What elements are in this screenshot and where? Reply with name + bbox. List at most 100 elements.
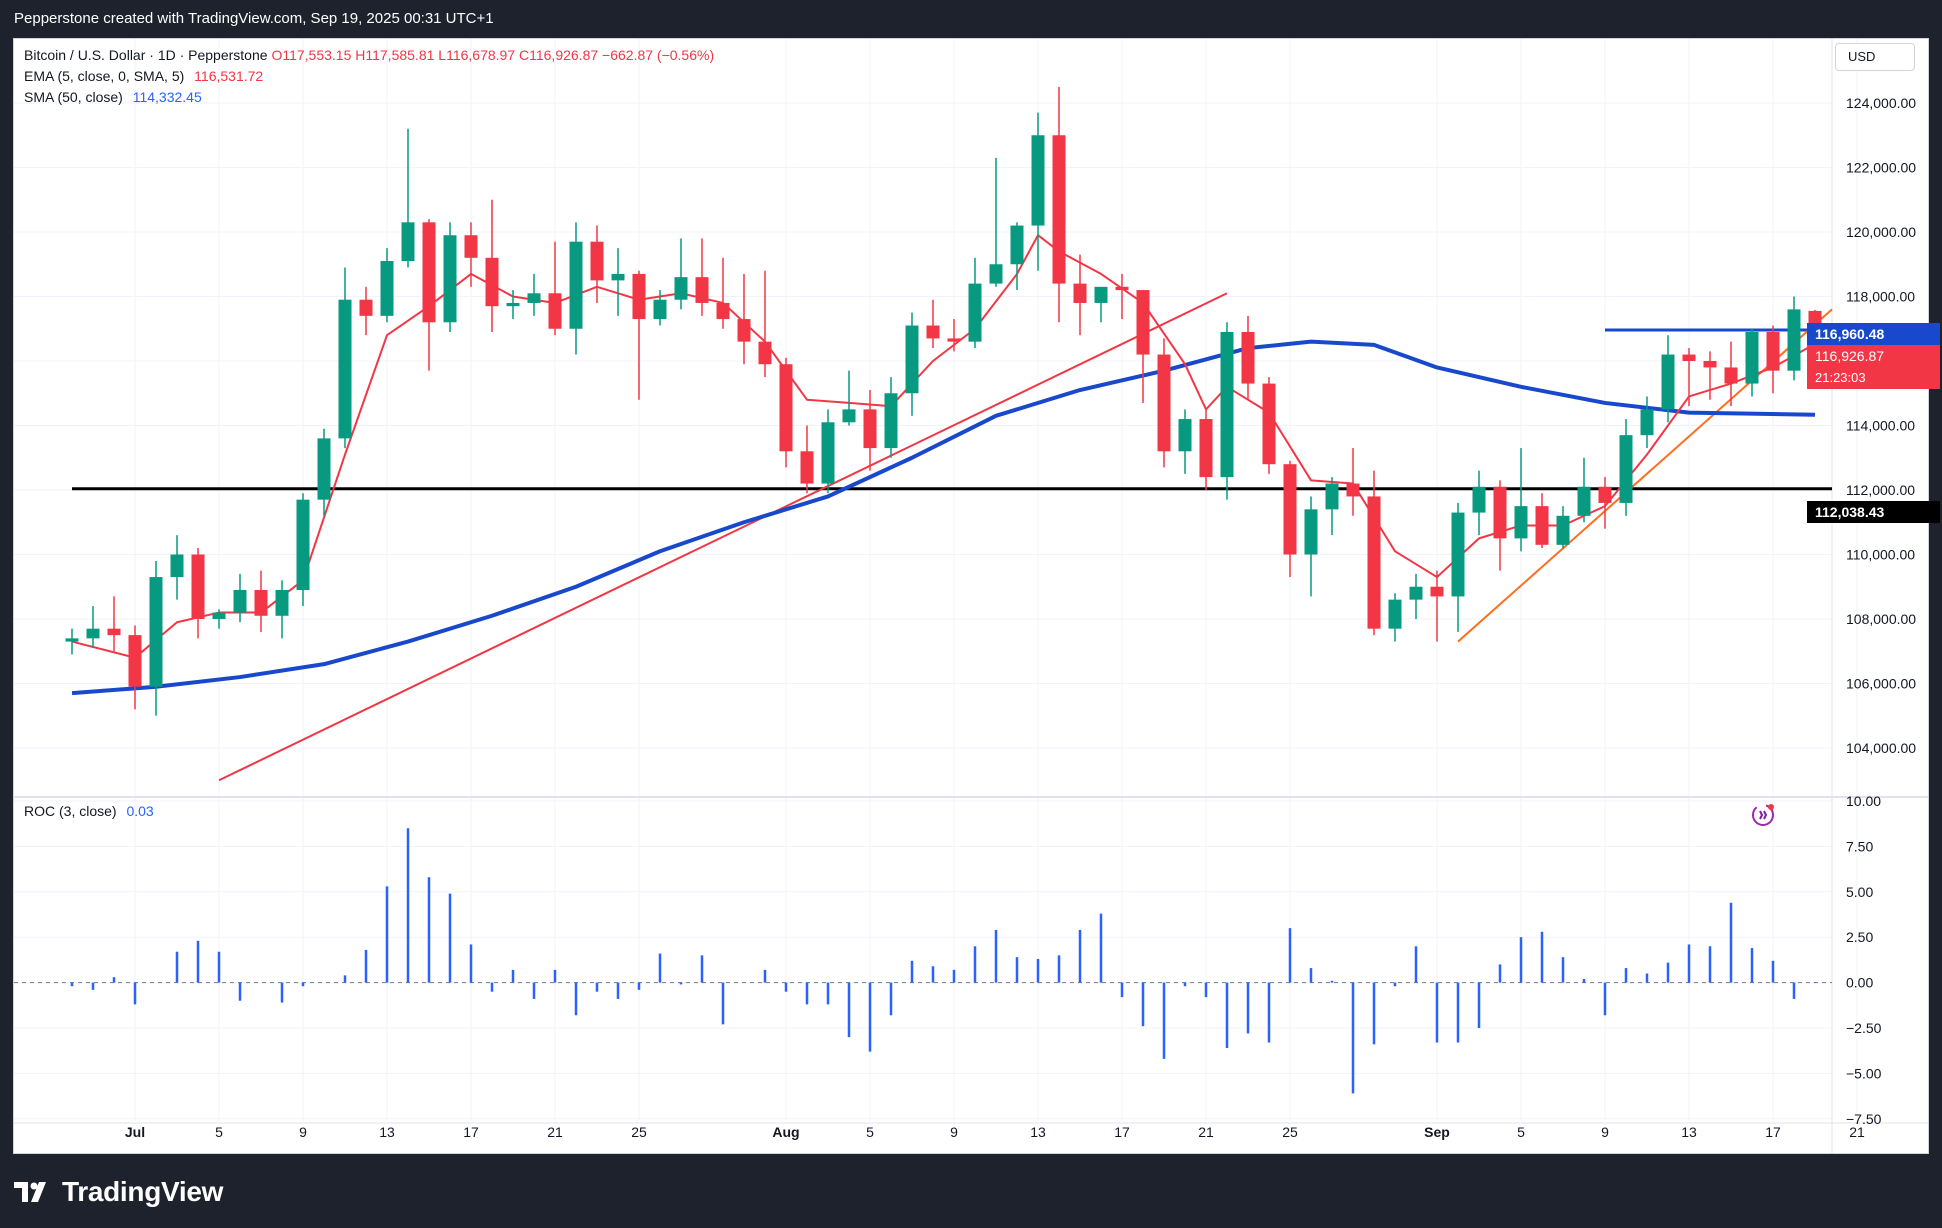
candle bbox=[191, 548, 205, 639]
candle bbox=[254, 570, 268, 632]
candle bbox=[422, 219, 436, 371]
candle-body bbox=[1052, 135, 1066, 284]
low-value: L116,678.97 bbox=[438, 47, 516, 63]
candle bbox=[1430, 570, 1444, 642]
candle-body bbox=[716, 302, 730, 320]
candle bbox=[1262, 377, 1276, 474]
footer: TradingView bbox=[14, 1172, 223, 1212]
candle-body bbox=[401, 222, 415, 262]
candle bbox=[317, 428, 331, 516]
candle bbox=[1094, 286, 1108, 323]
date-tick-label: Sep bbox=[1424, 1124, 1450, 1140]
candle-body bbox=[1472, 486, 1486, 513]
candle-body bbox=[1724, 367, 1738, 384]
candle-body bbox=[65, 638, 79, 642]
candle bbox=[1619, 419, 1633, 516]
price-tick-label: 124,000.00 bbox=[1846, 95, 1916, 111]
candle-body bbox=[1073, 283, 1087, 303]
sparkle-icon[interactable] bbox=[1749, 801, 1777, 829]
candle bbox=[1472, 470, 1486, 536]
candle-body bbox=[737, 319, 751, 342]
symbol-title[interactable]: Bitcoin / U.S. Dollar · 1D · Pepperstone bbox=[24, 47, 268, 63]
roc-tick-label: −5.00 bbox=[1846, 1065, 1882, 1081]
roc-tick-label: 2.50 bbox=[1846, 929, 1873, 945]
candle bbox=[1409, 573, 1423, 619]
legend-ema-row[interactable]: EMA (5, close, 0, SMA, 5) 116,531.72 bbox=[24, 66, 714, 87]
candle-body bbox=[1304, 509, 1318, 555]
candle-body bbox=[191, 554, 205, 619]
ema5-line bbox=[71, 234, 1816, 659]
roc-legend[interactable]: ROC (3, close) 0.03 bbox=[24, 801, 154, 822]
price-tick-label: 120,000.00 bbox=[1846, 224, 1916, 240]
candle-body bbox=[1220, 331, 1234, 478]
candle-body bbox=[317, 438, 331, 500]
candle bbox=[212, 609, 226, 629]
candle-body bbox=[464, 235, 478, 258]
candle-body bbox=[800, 451, 814, 484]
candle-body bbox=[1388, 599, 1402, 629]
candle-body bbox=[884, 393, 898, 449]
candle bbox=[905, 312, 919, 416]
candle-body bbox=[548, 293, 562, 329]
date-tick-label: 5 bbox=[1517, 1124, 1525, 1140]
candle bbox=[1535, 493, 1549, 549]
candle-body bbox=[1682, 354, 1696, 361]
candle-body bbox=[359, 299, 373, 316]
candle-body bbox=[1262, 383, 1276, 465]
roc-tick-label: 10.00 bbox=[1846, 793, 1881, 809]
sma-label: SMA (50, close) bbox=[24, 89, 123, 105]
candle-body bbox=[1430, 586, 1444, 597]
candle bbox=[1304, 496, 1318, 597]
candle bbox=[1283, 460, 1297, 578]
level-black-label: 112,038.43 bbox=[1807, 501, 1940, 523]
date-tick-label: 9 bbox=[299, 1124, 307, 1140]
high-value: H117,585.81 bbox=[355, 47, 435, 63]
candle bbox=[947, 319, 961, 352]
header-text: Pepperstone created with TradingView.com… bbox=[14, 10, 494, 27]
candle-body bbox=[1115, 286, 1129, 291]
candle-body bbox=[947, 338, 961, 342]
candle-body bbox=[1640, 409, 1654, 436]
candle-body bbox=[380, 261, 394, 316]
candles-layer bbox=[65, 86, 1822, 716]
candle-body bbox=[1283, 464, 1297, 555]
date-tick-label: Jul bbox=[125, 1124, 145, 1140]
candle-body bbox=[1367, 496, 1381, 629]
candle bbox=[968, 257, 982, 349]
candle bbox=[1661, 335, 1675, 423]
chart-svg[interactable]: 104,000.00 106,000.00 108,000.00 110,000.00… bbox=[14, 39, 1928, 1153]
chart-header: Pepperstone created with TradingView.com… bbox=[0, 0, 1942, 38]
date-tick-label: 17 bbox=[1765, 1124, 1781, 1140]
grid-layer bbox=[14, 39, 1928, 1153]
roc-label: ROC (3, close) bbox=[24, 803, 117, 819]
candle bbox=[1241, 315, 1255, 400]
candle-body bbox=[1199, 419, 1213, 478]
candle bbox=[989, 157, 1003, 287]
legend-sma-row[interactable]: SMA (50, close) 114,332.45 bbox=[24, 87, 714, 108]
candle-body bbox=[590, 241, 604, 281]
chart-frame[interactable]: 104,000.00 106,000.00 108,000.00 110,000.00… bbox=[13, 38, 1940, 1154]
candle bbox=[1052, 86, 1066, 323]
candle bbox=[1787, 296, 1801, 381]
roc-tick-label: 7.50 bbox=[1846, 838, 1873, 854]
date-tick-label: 9 bbox=[950, 1124, 958, 1140]
candle bbox=[1073, 254, 1087, 336]
candle bbox=[443, 222, 457, 332]
candle-body bbox=[1409, 586, 1423, 600]
candle bbox=[485, 199, 499, 332]
date-tick-label: 13 bbox=[379, 1124, 395, 1140]
roc-value: 0.03 bbox=[126, 803, 154, 819]
currency-selector[interactable]: USD bbox=[1835, 43, 1915, 71]
candle bbox=[884, 377, 898, 458]
candle-body bbox=[506, 302, 520, 307]
date-tick-label: 21 bbox=[1849, 1124, 1865, 1140]
legend: Bitcoin / U.S. Dollar · 1D · Pepperstone… bbox=[24, 45, 714, 108]
candle bbox=[1556, 506, 1570, 549]
candle bbox=[1493, 480, 1507, 571]
candle-body bbox=[233, 589, 247, 613]
candle bbox=[1220, 322, 1234, 500]
candle-body bbox=[338, 299, 352, 439]
candle bbox=[527, 273, 541, 316]
candle bbox=[611, 248, 625, 316]
legend-ohlc-row[interactable]: Bitcoin / U.S. Dollar · 1D · Pepperstone… bbox=[24, 45, 714, 66]
